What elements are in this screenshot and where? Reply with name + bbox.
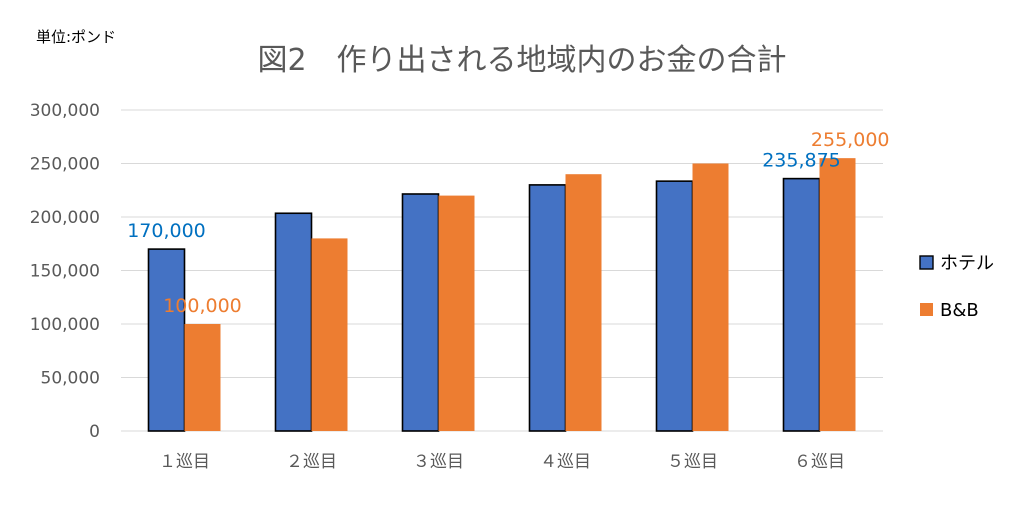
y-tick-label: 200,000 [30, 208, 100, 228]
x-category-label: ６巡目 [794, 452, 845, 472]
legend-swatch [920, 303, 933, 316]
bar-hotel [528, 184, 567, 432]
x-category-label: ５巡目 [667, 452, 718, 472]
unit-label: 単位:ポンド [36, 28, 116, 46]
y-tick-label: 0 [89, 422, 100, 442]
bar-bnb [438, 195, 475, 431]
bars [147, 158, 856, 432]
data-label: 235,875 [762, 150, 841, 172]
y-tick-label: 300,000 [30, 101, 100, 121]
bar-bnb [819, 158, 856, 431]
bar-bnb [565, 174, 602, 431]
bar-bnb [311, 238, 348, 431]
y-tick-label: 250,000 [30, 155, 100, 175]
legend-swatch [919, 255, 934, 270]
x-axis-categories: １巡目 ２巡目 ３巡目 ４巡目 ５巡目 ６巡目 [159, 452, 845, 472]
x-category-label: ２巡目 [286, 452, 337, 472]
bar-hotel [401, 193, 440, 432]
y-tick-label: 50,000 [41, 369, 100, 389]
x-category-label: １巡目 [159, 452, 210, 472]
x-category-label: ４巡目 [540, 452, 591, 472]
bar-bnb [692, 163, 729, 431]
data-label: 170,000 [127, 220, 206, 242]
data-label: 255,000 [811, 129, 890, 151]
x-category-label: ３巡目 [413, 452, 464, 472]
bar-hotel [274, 212, 313, 432]
bar-hotel [655, 180, 694, 432]
bar-hotel [782, 177, 821, 432]
y-tick-label: 100,000 [30, 315, 100, 335]
y-tick-label: 150,000 [30, 262, 100, 282]
legend-label: B&B [940, 300, 979, 321]
legend-label: ホテル [940, 253, 994, 274]
bar-bnb [184, 324, 221, 431]
data-label: 100,000 [163, 295, 242, 317]
legend: ホテル B&B [919, 253, 994, 321]
bar-hotel [147, 248, 186, 432]
chart-title: 図2 作り出される地域内のお金の合計 [257, 43, 786, 78]
y-axis-ticks: 0 50,000 100,000 150,000 200,000 250,000 300,0… [30, 101, 100, 442]
gridlines [121, 109, 883, 432]
